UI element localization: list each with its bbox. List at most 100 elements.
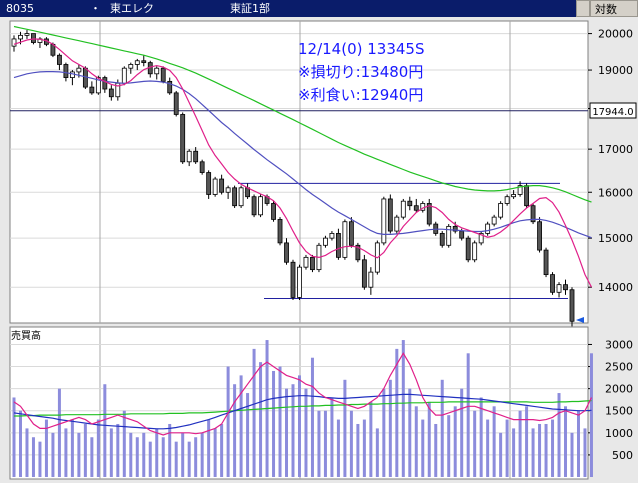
candle-body <box>498 203 504 218</box>
stock-name-cell[interactable]: 東エレク <box>104 0 224 17</box>
candle-body <box>394 216 400 232</box>
candle-body <box>290 261 296 298</box>
volume-bar <box>285 388 289 477</box>
candle-body <box>387 198 393 232</box>
volume-bar <box>453 406 457 477</box>
candle-body <box>271 203 276 220</box>
candle-body <box>310 256 315 271</box>
price-tick-label: 15000 <box>598 232 633 245</box>
candle-body <box>121 67 127 84</box>
volume-bar <box>109 428 113 477</box>
candle-body <box>550 274 555 293</box>
volume-bar <box>460 388 464 477</box>
volume-bar <box>233 384 237 477</box>
bullet-mark: ・ <box>90 2 101 15</box>
price-badge-text: 17944.0 <box>592 107 633 118</box>
volume-bar <box>401 340 405 477</box>
candle-body <box>569 289 575 322</box>
candle-body <box>323 237 328 246</box>
annotation-line-2: ※損切り:13480円 <box>298 63 423 81</box>
volume-bar <box>512 428 516 477</box>
candle-body <box>355 244 361 261</box>
volume-bar <box>226 366 230 477</box>
stock-code: 8035 <box>6 2 34 15</box>
volume-bar <box>343 379 347 477</box>
candle-body <box>57 54 62 65</box>
market-cell[interactable]: 東証1部 <box>224 0 576 17</box>
volume-bar <box>148 441 152 477</box>
volume-bar <box>323 410 327 477</box>
volume-ma-short-line <box>13 352 593 436</box>
candle-body <box>277 219 283 244</box>
volume-bar <box>96 419 100 477</box>
volume-bar <box>466 353 470 477</box>
candle-body <box>284 242 289 263</box>
candle-body <box>128 64 134 69</box>
volume-bar <box>239 375 243 477</box>
moving-averages <box>13 25 593 288</box>
volume-label: 売買高 <box>11 329 41 342</box>
volume-bar <box>122 410 126 477</box>
candle-body <box>439 233 445 246</box>
candle-body <box>459 230 465 239</box>
volume-tick-label: 500 <box>612 449 633 462</box>
candle-body <box>225 187 231 193</box>
volume-bar <box>356 423 360 477</box>
annotation-line-3: ※利食い:12940円 <box>298 86 423 104</box>
candle-body <box>232 187 238 207</box>
volume-bar <box>70 419 74 477</box>
volume-bar <box>557 393 561 477</box>
volume-bar <box>51 432 55 477</box>
price-tick-label: 19000 <box>598 64 633 77</box>
scale-mode-button[interactable]: 対数 <box>590 0 638 17</box>
candle-body <box>173 92 179 115</box>
candle-body <box>297 266 302 298</box>
volume-bar <box>349 410 353 477</box>
volume-bar <box>589 353 593 477</box>
volume-bar <box>395 348 399 477</box>
volume-averages <box>13 352 593 436</box>
chart-area[interactable]: 14000150001600017000180001900020000 5001… <box>0 17 638 483</box>
volume-bar <box>505 419 509 477</box>
candle-body <box>186 150 192 163</box>
candle-body <box>251 196 257 216</box>
candle-body <box>543 249 549 276</box>
candle-body <box>491 216 497 225</box>
candle-body <box>219 178 225 193</box>
volume-bar <box>64 428 68 477</box>
volume-bar <box>492 406 496 477</box>
candle-body <box>63 64 69 78</box>
scale-mode-label: 対数 <box>595 3 617 16</box>
candle-body <box>517 185 523 195</box>
volume-bar <box>583 428 587 477</box>
price-tick-label: 20000 <box>598 28 633 41</box>
volume-bar <box>129 432 133 477</box>
volume-bar <box>564 406 568 477</box>
volume-bar <box>440 379 444 477</box>
candle-body <box>400 200 406 218</box>
candle-body <box>160 67 166 82</box>
candle-body <box>511 194 517 198</box>
candle-body <box>199 161 205 173</box>
volume-ma-long-line <box>14 400 592 417</box>
volume-bar <box>538 423 542 477</box>
candle-body <box>336 233 341 258</box>
volume-bar <box>362 419 366 477</box>
volume-bar <box>213 428 217 477</box>
ma-short-line <box>13 38 593 288</box>
volume-bar <box>310 357 314 477</box>
candle-body <box>342 221 348 258</box>
stock-code-cell[interactable]: 8035 <box>0 0 84 17</box>
volume-ma-mid-line <box>13 393 592 430</box>
candle-body <box>413 205 419 211</box>
volume-bar <box>486 419 490 477</box>
volume-bar <box>187 441 191 477</box>
ma-mid-line <box>13 70 592 239</box>
stock-name: 東エレク <box>110 2 154 15</box>
volume-bar <box>576 410 580 477</box>
price-grid <box>10 21 588 479</box>
volume-bar <box>473 410 477 477</box>
candle-body <box>329 233 335 239</box>
candle-body <box>452 225 458 232</box>
candle-body <box>180 114 186 163</box>
